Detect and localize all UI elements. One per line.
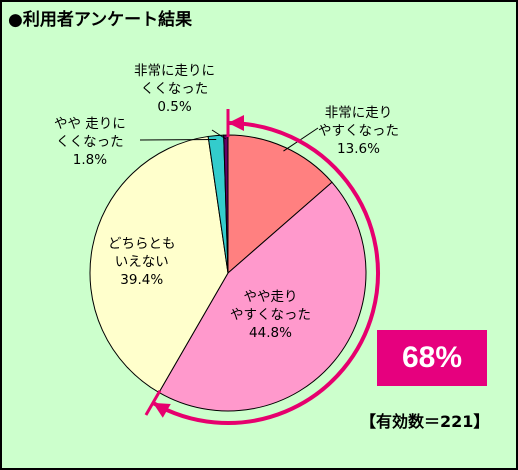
slice-neutral xyxy=(89,135,229,394)
arrowhead-end xyxy=(152,402,171,418)
leader-very-easier xyxy=(283,127,319,152)
label-very-easier-line2: やすくなった xyxy=(318,123,399,139)
label-slightly-harder: やや 走りに くくなった 1.8% xyxy=(54,115,126,169)
label-slightly-easier: やや走り やすくなった 44.8% xyxy=(230,288,311,342)
label-slightly-harder-line2: くくなった xyxy=(56,134,124,150)
highlight-arc xyxy=(151,121,380,425)
label-neutral-line1: どちらとも xyxy=(108,236,176,252)
label-slightly-easier-pct: 44.8% xyxy=(249,325,292,341)
label-very-harder-pct: 0.5% xyxy=(157,99,192,115)
label-neutral-line2: いえない xyxy=(114,254,169,270)
sample-size-note: 【有効数＝221】 xyxy=(360,412,490,431)
panel-title: ●利用者アンケート結果 xyxy=(8,10,193,30)
label-very-easier: 非常に走り やすくなった 13.6% xyxy=(318,104,399,158)
label-very-easier-line1: 非常に走り xyxy=(324,105,393,121)
label-very-harder: 非常に走りに くくなった 0.5% xyxy=(134,62,215,116)
highlight-percent-badge: 68% xyxy=(377,330,487,386)
label-slightly-harder-line1: やや 走りに xyxy=(54,116,126,132)
label-slightly-easier-line1: やや走り xyxy=(243,289,298,305)
leader-very-harder xyxy=(211,129,227,140)
label-slightly-easier-line2: やすくなった xyxy=(230,307,311,323)
label-slightly-harder-pct: 1.8% xyxy=(72,152,108,168)
label-very-harder-line2: くくなった xyxy=(140,81,209,97)
label-neutral-pct: 39.4% xyxy=(120,272,164,288)
slice-slightly-easier xyxy=(158,181,367,412)
arrowhead-start xyxy=(228,115,244,131)
label-neutral: どちらとも いえない 39.4% xyxy=(108,235,176,289)
highlight-tick-end xyxy=(144,389,162,416)
label-very-easier-pct: 13.6% xyxy=(337,141,380,157)
label-very-harder-line1: 非常に走りに xyxy=(134,63,215,79)
slice-very-easier xyxy=(227,134,333,275)
